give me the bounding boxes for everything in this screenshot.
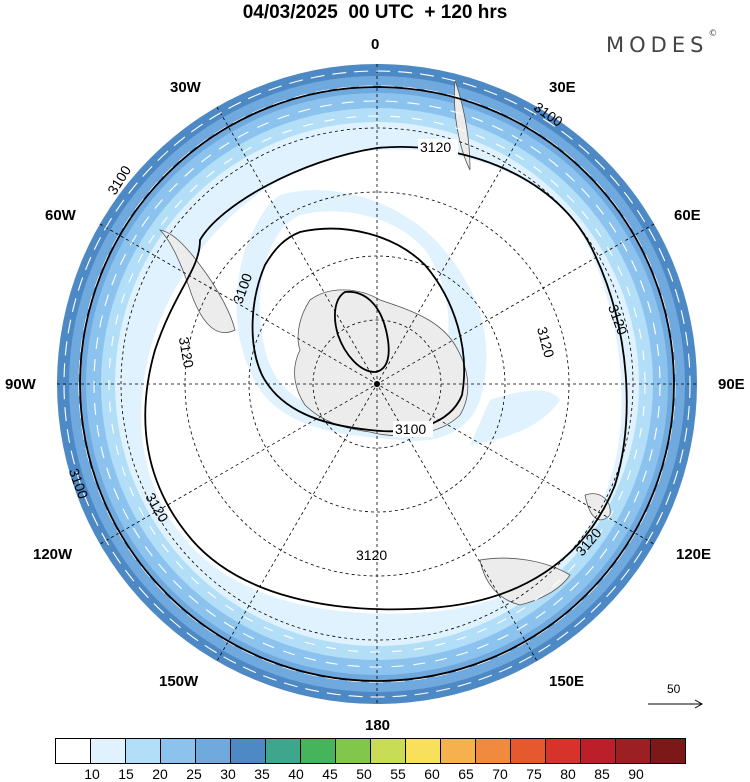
lon-label-180: 180	[365, 717, 390, 734]
south-pole-marker	[374, 381, 380, 387]
colorbar-tick-label: 60	[424, 766, 440, 782]
contour-label-3120: 3120	[534, 325, 558, 359]
contour-label-3100: 3100	[395, 421, 426, 437]
longitude-labels: 0 30E 60E 90E 120E 150E 180 150W 120W 90…	[5, 36, 745, 734]
new-zealand	[584, 493, 611, 521]
ref-arrow-head	[694, 699, 704, 709]
colorbar-cell	[545, 738, 581, 764]
label-bg	[418, 139, 458, 155]
colorbar-tick-label: 35	[254, 766, 270, 782]
colorbar-cell	[230, 738, 266, 764]
lon-label-120w: 120W	[33, 546, 73, 563]
colorbar-cell	[370, 738, 406, 764]
colorbar-tick-label: 40	[288, 766, 304, 782]
colorbar-cell	[440, 738, 476, 764]
lon-label-30w: 30W	[170, 79, 202, 96]
wind-vectors	[63, 70, 691, 698]
lon-label-150e: 150E	[549, 673, 584, 690]
colorbar-cell	[475, 738, 511, 764]
colorbar-tick-label: 20	[152, 766, 168, 782]
contour-3120	[144, 146, 628, 611]
colorbar-cell	[160, 738, 196, 764]
vector-ring	[108, 115, 646, 653]
colorbar-tick-label: 85	[594, 766, 610, 782]
map-title: 04/03/2025 00 UTC + 120 hrs	[242, 2, 508, 23]
colorbar-cell	[580, 738, 616, 764]
colorbar-cell	[510, 738, 546, 764]
colorbar-cell	[335, 738, 371, 764]
vector-ring	[93, 100, 661, 668]
contour-label-3120: 3120	[356, 547, 387, 563]
colorbar-tick-label: 80	[560, 766, 576, 782]
lon-label-0: 0	[371, 36, 379, 53]
lon-label-120e: 120E	[676, 546, 711, 563]
brand-mark: ©	[708, 29, 718, 39]
colorbar-cell	[55, 738, 91, 764]
colorbar-tick-label: 30	[220, 766, 236, 782]
colorbar-cell	[90, 738, 126, 764]
label-bg	[393, 421, 433, 437]
vector-ring	[78, 85, 676, 683]
contour-3100-inner	[251, 227, 465, 433]
colorbar-cell	[650, 738, 686, 764]
reference-vector-label: 50	[667, 682, 681, 696]
contour-3100-outer	[79, 86, 675, 682]
lon-label-60w: 60W	[45, 207, 77, 224]
colorbar-tick-label: 25	[186, 766, 202, 782]
lon-label-90e: 90E	[718, 376, 745, 393]
africa-tip	[454, 79, 471, 171]
contour-low	[334, 291, 390, 373]
jet-streak	[470, 390, 560, 445]
contour-label-3120: 3120	[176, 336, 197, 370]
colorbar-tick-label: 65	[458, 766, 474, 782]
reference-vector-arrow	[648, 699, 704, 709]
brand-logo: MODES©	[606, 29, 717, 57]
brand-name: MODES	[606, 33, 709, 57]
colorbar-cell	[125, 738, 161, 764]
colorbar-cell	[195, 738, 231, 764]
colorbar-tick-label: 10	[84, 766, 100, 782]
colorbar-tick-label: 90	[628, 766, 644, 782]
colorbar-cell	[265, 738, 301, 764]
lon-label-90w: 90W	[5, 376, 37, 393]
lon-label-150w: 150W	[159, 673, 199, 690]
lon-label-30e: 30E	[549, 79, 576, 96]
colorbar-tick-label: 15	[118, 766, 134, 782]
colorbar	[55, 738, 686, 764]
colorbar-tick-label: 55	[390, 766, 406, 782]
colorbar-tick-label: 75	[526, 766, 542, 782]
colorbar-tick-label: 70	[492, 766, 508, 782]
vector-ring	[63, 70, 691, 698]
colorbar-ticks: 10 15 20 25 30 35 40 45 50 55 60 65 70 75 80 85 90	[56, 766, 736, 782]
contours	[79, 86, 675, 682]
polar-map: 3120 3100 3100 3120 3120 3120 3100 3120 …	[5, 36, 745, 734]
colorbar-cell	[300, 738, 336, 764]
contour-label-3120: 3120	[420, 139, 451, 155]
colorbar-cell	[405, 738, 441, 764]
colorbar-tick-label: 50	[356, 766, 372, 782]
colorbar-cell	[615, 738, 651, 764]
lon-label-60e: 60E	[674, 207, 701, 224]
colorbar-tick-label: 45	[322, 766, 338, 782]
south-america	[158, 229, 236, 333]
